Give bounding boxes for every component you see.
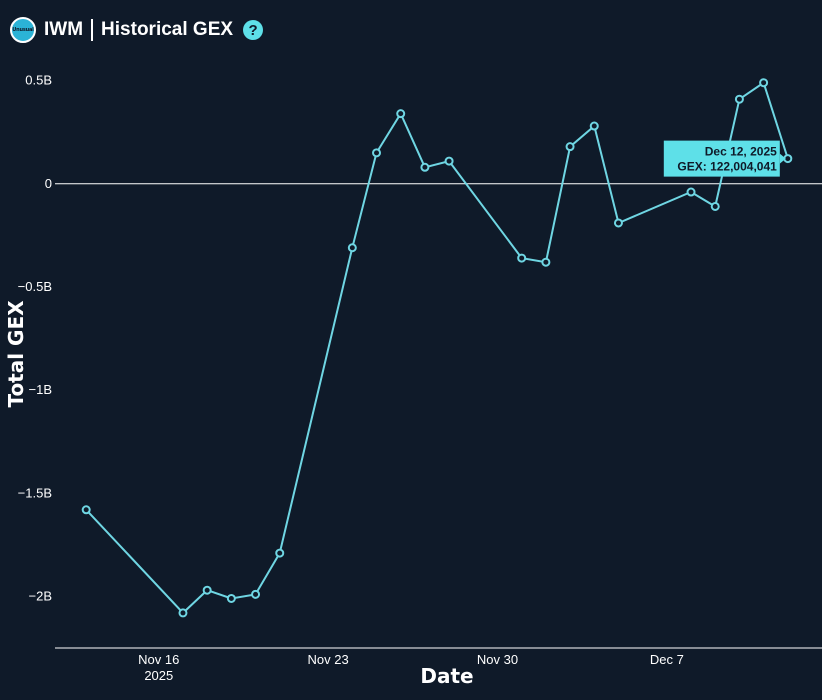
data-point[interactable] <box>613 218 623 228</box>
data-point[interactable] <box>759 78 769 88</box>
tooltip-box <box>663 140 780 177</box>
tooltip-pointer <box>779 153 786 164</box>
data-point[interactable] <box>226 593 236 603</box>
x-tick-label: Nov 30 <box>477 652 518 667</box>
y-tick-label: −1.5B <box>18 485 52 500</box>
grid-layer <box>55 183 822 649</box>
data-point[interactable] <box>589 121 599 131</box>
data-point[interactable] <box>202 585 212 595</box>
y-tick-label: −1B <box>29 382 53 397</box>
data-point[interactable] <box>444 156 454 166</box>
logo: Unusual <box>10 17 36 43</box>
tooltip-value: GEX: 122,004,041 <box>677 160 777 174</box>
x-tick-sublabel: 2025 <box>144 668 173 683</box>
data-point[interactable] <box>251 589 261 599</box>
data-point[interactable] <box>710 201 720 211</box>
data-point[interactable] <box>396 109 406 119</box>
data-point[interactable] <box>565 142 575 152</box>
data-point[interactable] <box>275 548 285 558</box>
title-separator <box>91 19 94 41</box>
data-point[interactable] <box>420 162 430 172</box>
y-tick-label: −0.5B <box>18 279 52 294</box>
chart-header: Unusual IWM Historical GEX ? <box>10 14 264 46</box>
data-point[interactable] <box>686 187 696 197</box>
data-point[interactable] <box>81 505 91 515</box>
data-point[interactable] <box>178 608 188 618</box>
data-point[interactable] <box>517 253 527 263</box>
y-tick-label: 0 <box>45 176 52 191</box>
ticker-label: IWM <box>44 19 84 40</box>
x-tick-label: Dec 7 <box>650 652 684 667</box>
data-point[interactable] <box>541 257 551 267</box>
y-tick-label: 0.5B <box>25 73 52 88</box>
y-tick-label: −2B <box>29 588 53 603</box>
data-point[interactable] <box>734 94 744 104</box>
help-icon[interactable]: ? <box>243 20 264 40</box>
y-axis-title: Total GEX <box>4 300 28 408</box>
data-point[interactable] <box>347 243 357 253</box>
x-tick-label: Nov 23 <box>308 652 349 667</box>
data-points[interactable] <box>81 78 793 618</box>
x-axis-title: Date <box>420 664 473 688</box>
y-axis-ticks: 0.5B 0 −0.5B −1B −1.5B −2B <box>18 73 52 604</box>
x-tick-label: Nov 16 <box>138 652 179 667</box>
data-point[interactable] <box>372 148 382 158</box>
chart-title: Historical GEX <box>101 19 234 40</box>
tooltip-date: Dec 12, 2025 <box>705 145 777 159</box>
